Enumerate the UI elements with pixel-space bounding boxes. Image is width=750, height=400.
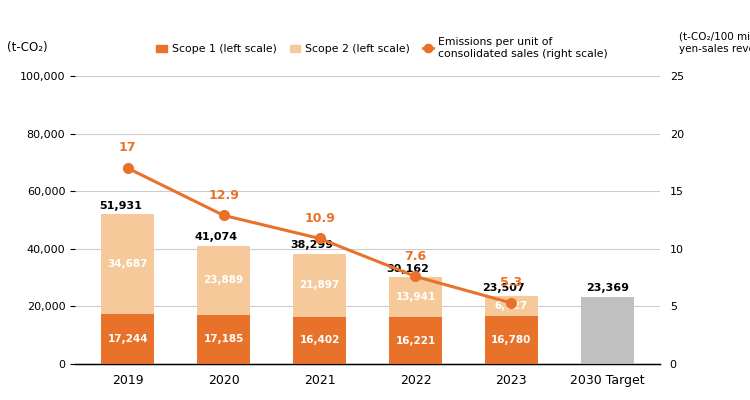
- Text: 23,507: 23,507: [482, 283, 525, 293]
- Text: 30,162: 30,162: [387, 264, 430, 274]
- Text: 23,369: 23,369: [586, 283, 628, 293]
- Bar: [293, 254, 346, 317]
- Text: 12.9: 12.9: [209, 188, 239, 202]
- Bar: [101, 314, 154, 364]
- Text: 51,931: 51,931: [99, 201, 142, 211]
- Text: 10.9: 10.9: [304, 212, 335, 225]
- Bar: [197, 246, 250, 314]
- Text: 16,402: 16,402: [299, 335, 340, 345]
- Text: 23,889: 23,889: [203, 275, 244, 285]
- Legend: Scope 1 (left scale), Scope 2 (left scale), Emissions per unit of
consolidated s: Scope 1 (left scale), Scope 2 (left scal…: [157, 38, 608, 59]
- Text: 16,780: 16,780: [491, 335, 532, 345]
- Text: (t-CO₂/100 million
yen-sales revenue): (t-CO₂/100 million yen-sales revenue): [679, 32, 750, 54]
- Bar: [293, 317, 346, 364]
- Text: 17,185: 17,185: [203, 334, 244, 344]
- Text: 7.6: 7.6: [404, 250, 427, 263]
- Bar: [485, 296, 538, 316]
- Text: 16,221: 16,221: [395, 336, 436, 346]
- Text: 5.3: 5.3: [500, 276, 523, 289]
- Text: 17,244: 17,244: [107, 334, 148, 344]
- Text: 38,299: 38,299: [291, 240, 334, 250]
- Bar: [389, 277, 442, 317]
- Bar: [101, 214, 154, 314]
- Bar: [197, 314, 250, 364]
- Text: 21,897: 21,897: [299, 280, 340, 290]
- Text: 34,687: 34,687: [107, 259, 148, 269]
- Bar: [581, 297, 634, 364]
- Text: 13,941: 13,941: [395, 292, 436, 302]
- Bar: [389, 317, 442, 364]
- Bar: [485, 316, 538, 364]
- Text: 41,074: 41,074: [195, 232, 238, 242]
- Text: 17: 17: [119, 141, 136, 154]
- Text: 6,727: 6,727: [495, 301, 528, 311]
- Text: (t-CO₂): (t-CO₂): [8, 41, 48, 54]
